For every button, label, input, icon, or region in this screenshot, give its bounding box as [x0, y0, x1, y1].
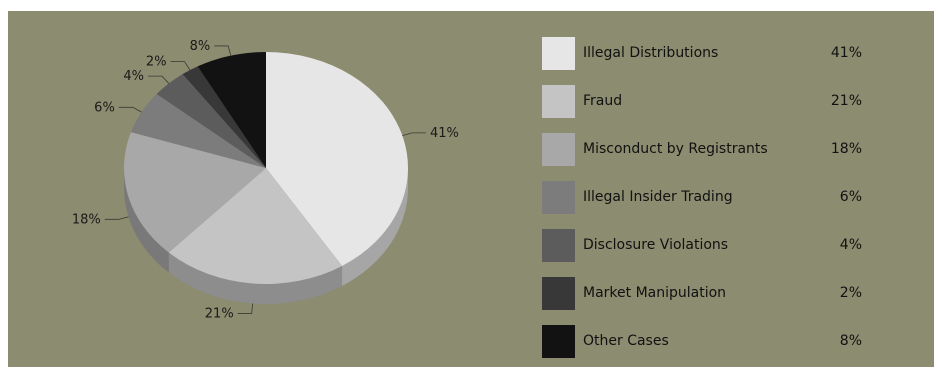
- legend-label: Disclosure Violations: [583, 237, 728, 253]
- leader-line-fraud: [238, 303, 253, 313]
- legend-swatch: [542, 85, 575, 118]
- leader-line-misconduct-by-registrants: [105, 217, 129, 219]
- pie-label-fraud: 21%: [205, 306, 234, 321]
- legend-swatch: [542, 277, 575, 310]
- leader-line-illegal-insider-trading: [119, 107, 142, 112]
- legend-value: 18%: [831, 141, 862, 157]
- legend-item-fraud: Fraud 21%: [542, 85, 872, 133]
- legend-label: Illegal Insider Trading: [583, 189, 733, 205]
- legend-label: Other Cases: [583, 333, 669, 349]
- legend-label: Illegal Distributions: [583, 45, 718, 61]
- legend-item-other-cases: Other Cases 8%: [542, 325, 872, 373]
- legend-value: 6%: [840, 189, 862, 205]
- legend-label: Misconduct by Registrants: [583, 141, 768, 157]
- legend-label: Fraud: [583, 93, 622, 109]
- legend-swatch: [542, 181, 575, 214]
- legend-item-disclosure-violations: Disclosure Violations 4%: [542, 229, 872, 277]
- legend-swatch: [542, 325, 575, 358]
- leader-line-other-cases: [214, 46, 230, 56]
- pie-label-market-manipulation: 2%: [146, 55, 167, 70]
- legend-label: Market Manipulation: [583, 285, 726, 301]
- chart-panel: 41% 21% 18% 6% 4% 2% 8% Illegal Distributions …: [8, 11, 934, 367]
- leader-line-market-manipulation: [171, 62, 190, 70]
- pie-label-other-cases: 8%: [190, 39, 211, 54]
- pie-label-illegal-insider-trading: 6%: [94, 100, 115, 115]
- legend-value: 4%: [840, 237, 862, 253]
- legend: Illegal Distributions 41% Fraud 21% Misc…: [542, 37, 872, 373]
- leader-line-disclosure-violations: [148, 76, 169, 83]
- pie-slices: [124, 52, 408, 284]
- legend-item-illegal-insider-trading: Illegal Insider Trading 6%: [542, 181, 872, 229]
- legend-swatch: [542, 229, 575, 262]
- legend-item-misconduct-by-registrants: Misconduct by Registrants 18%: [542, 133, 872, 181]
- legend-item-illegal-distributions: Illegal Distributions 41%: [542, 37, 872, 85]
- pie-label-misconduct-by-registrants: 18%: [72, 212, 101, 227]
- legend-value: 21%: [831, 93, 862, 109]
- pie-label-illegal-distributions: 41%: [430, 126, 459, 141]
- legend-swatch: [542, 133, 575, 166]
- legend-item-market-manipulation: Market Manipulation 2%: [542, 277, 872, 325]
- legend-value: 8%: [840, 333, 862, 349]
- legend-swatch: [542, 37, 575, 70]
- legend-value: 2%: [840, 285, 862, 301]
- legend-value: 41%: [831, 45, 862, 61]
- pie-label-disclosure-violations: 4%: [123, 69, 144, 84]
- leader-line-illegal-distributions: [402, 133, 426, 136]
